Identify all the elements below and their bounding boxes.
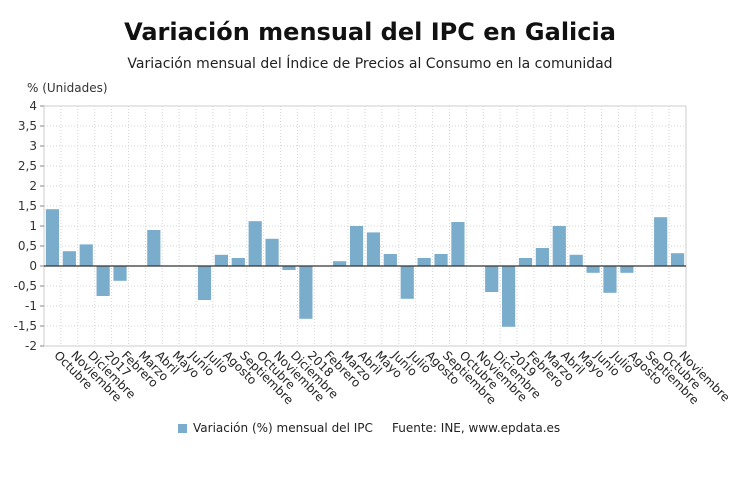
bar bbox=[383, 254, 397, 266]
bar bbox=[62, 251, 76, 266]
y-axis-label: % (Unidades) bbox=[27, 81, 108, 95]
y-tick-label: 0 bbox=[29, 259, 37, 273]
y-tick-label: 4 bbox=[29, 99, 37, 113]
source-note: Fuente: INE, www.epdata.es bbox=[392, 421, 561, 435]
y-tick-label: 1,5 bbox=[18, 199, 37, 213]
bar bbox=[147, 230, 161, 266]
bar bbox=[535, 248, 549, 266]
bar bbox=[113, 266, 127, 281]
legend-label: Variación (%) mensual del IPC bbox=[193, 421, 373, 435]
bar bbox=[603, 266, 617, 293]
bar bbox=[502, 266, 516, 327]
bar bbox=[299, 266, 313, 319]
bar bbox=[434, 254, 448, 266]
y-tick-label: 3 bbox=[29, 139, 37, 153]
chart-title: Variación mensual del IPC en Galicia bbox=[124, 18, 616, 46]
chart-subtitle: Variación mensual del Índice de Precios … bbox=[127, 56, 613, 72]
bar bbox=[282, 266, 296, 270]
legend: Variación (%) mensual del IPC bbox=[178, 421, 373, 435]
bar bbox=[366, 232, 381, 266]
bar bbox=[248, 221, 262, 266]
bar bbox=[265, 238, 279, 266]
bar bbox=[214, 254, 228, 266]
bar bbox=[586, 266, 600, 273]
bar bbox=[417, 258, 431, 266]
bar bbox=[654, 217, 668, 266]
y-tick-label: -2 bbox=[25, 339, 37, 353]
y-tick-label: 2,5 bbox=[18, 159, 37, 173]
bar bbox=[349, 226, 364, 266]
y-tick-label: 1 bbox=[29, 219, 37, 233]
bar bbox=[197, 266, 212, 300]
bar bbox=[485, 266, 499, 292]
y-tick-label: 0,5 bbox=[18, 239, 37, 253]
bar bbox=[670, 253, 685, 266]
bar bbox=[552, 226, 566, 266]
bar bbox=[451, 222, 465, 266]
legend-swatch bbox=[178, 423, 187, 433]
bar bbox=[569, 254, 583, 266]
y-tick-label: 3,5 bbox=[18, 119, 37, 133]
bar bbox=[79, 244, 93, 266]
y-tick-label: -1 bbox=[25, 299, 37, 313]
bar bbox=[96, 266, 110, 296]
y-tick-label: -0,5 bbox=[14, 279, 37, 293]
y-tick-label: -1,5 bbox=[14, 319, 37, 333]
bar bbox=[231, 258, 245, 266]
bar bbox=[620, 266, 634, 273]
y-tick-label: 2 bbox=[29, 179, 37, 193]
bar bbox=[333, 261, 347, 266]
bar bbox=[45, 209, 60, 266]
bar bbox=[400, 266, 414, 299]
bar bbox=[518, 258, 533, 266]
